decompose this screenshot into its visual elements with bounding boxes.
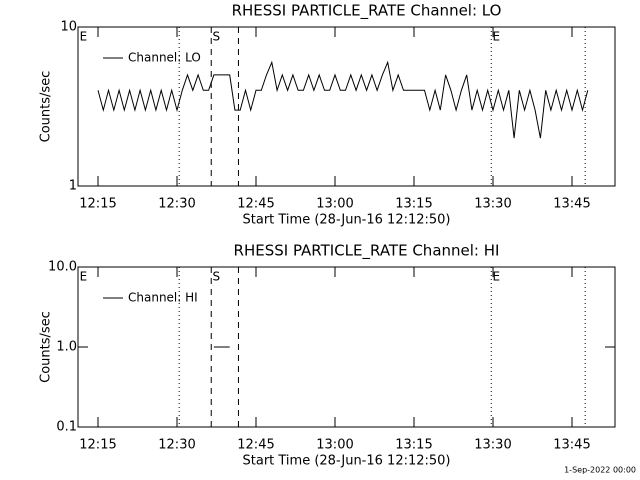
x-tick-label: 13:45: [553, 197, 590, 212]
flag-label: S: [213, 30, 221, 44]
chart-title: RHESSI PARTICLE_RATE Channel: HI: [234, 242, 500, 261]
x-tick-label: 13:00: [316, 197, 353, 212]
flag-label: E: [493, 30, 501, 44]
y-axis-label: Counts/sec: [39, 311, 54, 383]
x-tick-label: 13:30: [474, 438, 511, 453]
legend-label: Channel: LO: [128, 51, 201, 65]
x-tick-label: 12:15: [79, 197, 116, 212]
x-axis-label: Start Time (28-Jun-16 12:12:50): [243, 454, 451, 469]
x-tick-label: 13:30: [474, 197, 511, 212]
x-tick-label: 12:45: [237, 197, 274, 212]
x-tick-label: 13:45: [553, 438, 590, 453]
flag-label: S: [213, 270, 221, 284]
flag-label: E: [493, 270, 501, 284]
x-tick-label: 12:30: [158, 438, 195, 453]
y-tick-label: 1.0: [56, 340, 77, 355]
y-tick-label: 10.0: [48, 260, 77, 275]
x-tick-label: 13:15: [395, 197, 432, 212]
x-tick-label: 13:15: [395, 438, 432, 453]
footer: 1-Sep-2022 00:00: [564, 466, 636, 475]
x-tick-label: 12:15: [79, 438, 116, 453]
flag-label: E: [80, 270, 88, 284]
y-axis-label: Counts/sec: [39, 71, 54, 143]
y-tick-label: 1: [69, 179, 77, 194]
x-axis-label: Start Time (28-Jun-16 12:12:50): [243, 213, 451, 228]
x-tick-label: 12:45: [237, 438, 274, 453]
plot-frame: [77, 26, 616, 187]
y-tick-label: 10: [60, 20, 77, 35]
x-tick-label: 13:00: [316, 438, 353, 453]
data-line: [97, 60, 589, 139]
chart-title: RHESSI PARTICLE_RATE Channel: LO: [232, 2, 502, 21]
x-tick-label: 12:30: [158, 197, 195, 212]
y-tick-label: 0.1: [56, 420, 77, 435]
flag-label: E: [80, 30, 88, 44]
legend-label: Channel: HI: [128, 291, 198, 305]
